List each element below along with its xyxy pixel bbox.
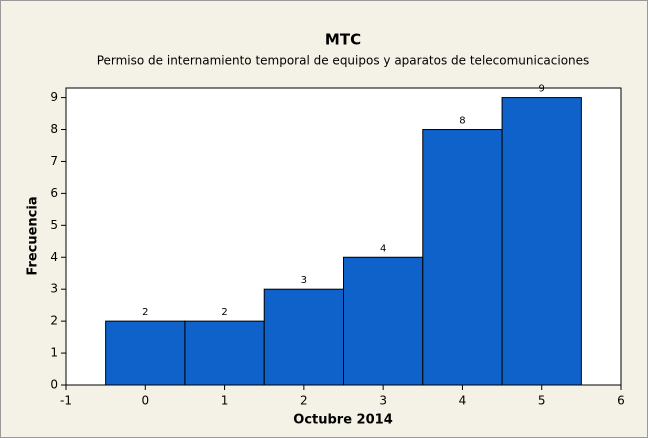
x-tick-label: 1 xyxy=(221,394,229,408)
x-tick-label: 5 xyxy=(538,394,546,408)
x-tick-label: 3 xyxy=(379,394,387,408)
data-label: 2 xyxy=(221,307,227,318)
data-label: 4 xyxy=(380,243,386,254)
data-label: 8 xyxy=(459,116,465,127)
chart-subtitle: Permiso de internamiento temporal de equ… xyxy=(97,54,590,68)
x-tick-label: 0 xyxy=(141,394,149,408)
x-tick-label: -1 xyxy=(60,394,72,408)
y-tick-label: 2 xyxy=(50,314,58,328)
chart-title: MTC xyxy=(325,31,361,49)
x-tick-label: 4 xyxy=(459,394,467,408)
y-tick-label: 6 xyxy=(50,186,58,200)
y-axis-label: Frecuencia xyxy=(26,196,41,275)
bar xyxy=(422,129,503,386)
data-label: 2 xyxy=(142,307,148,318)
x-tick-label: 6 xyxy=(617,394,625,408)
y-tick-label: 7 xyxy=(50,154,58,168)
x-axis-label: Octubre 2014 xyxy=(293,413,392,428)
y-tick-label: 9 xyxy=(50,90,58,104)
y-tick-label: 3 xyxy=(50,282,58,296)
bar xyxy=(501,97,582,386)
y-tick-label: 4 xyxy=(50,250,58,264)
x-tick-label: 2 xyxy=(300,394,308,408)
bar xyxy=(263,288,345,386)
y-tick-label: 1 xyxy=(50,346,58,360)
bar xyxy=(343,256,424,386)
y-tick-label: 0 xyxy=(50,378,58,392)
bar xyxy=(105,320,186,386)
y-tick-label: 5 xyxy=(50,218,58,232)
bar xyxy=(184,320,265,386)
data-label: 3 xyxy=(301,275,307,286)
data-label: 9 xyxy=(539,84,545,95)
y-tick-label: 8 xyxy=(50,122,58,136)
